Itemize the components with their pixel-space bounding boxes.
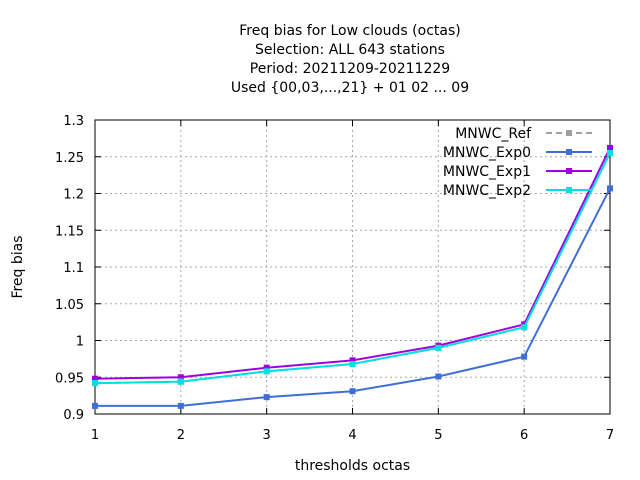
data-point (263, 364, 270, 371)
x-tick-label: 6 (520, 428, 528, 443)
title-line-4: Used {00,03,...,21} + 01 02 ... 09 (231, 80, 469, 96)
data-point (263, 368, 270, 375)
legend-label: MNWC_Exp1 (443, 164, 531, 180)
legend-marker (566, 187, 572, 193)
data-point (435, 373, 442, 380)
data-point (263, 394, 270, 401)
y-tick-label: 1.05 (55, 298, 84, 313)
chart-title: Freq bias for Low clouds (octas) Selectio… (231, 23, 469, 96)
data-point (92, 402, 98, 409)
data-point (92, 375, 98, 382)
y-tick-label: 1.3 (63, 114, 84, 129)
legend-marker (566, 168, 572, 174)
data-point (177, 402, 184, 409)
data-point (177, 378, 184, 385)
x-tick-label: 4 (348, 428, 356, 443)
data-point (177, 374, 184, 381)
x-tick-label: 1 (91, 428, 99, 443)
y-tick-label: 1.1 (63, 261, 84, 276)
legend-label: MNWC_Exp0 (443, 145, 531, 161)
legend-label: MNWC_Ref (455, 126, 532, 142)
y-tick-label: 1.2 (63, 188, 84, 203)
data-point (435, 344, 442, 351)
data-point (521, 324, 528, 331)
y-tick-label: 1 (76, 335, 84, 350)
series-lines (92, 144, 613, 409)
title-line-1: Freq bias for Low clouds (octas) (239, 23, 460, 39)
x-tick-label: 5 (434, 428, 442, 443)
x-tick-label: 3 (263, 428, 271, 443)
legend-marker (566, 149, 572, 155)
series-line-mnwc-exp2 (94, 152, 611, 385)
data-point (607, 144, 613, 151)
data-point (92, 380, 98, 387)
axis-ticks: 0.9 0.95 1 1.05 1.1 1.15 1.2 1.25 1.3 1 2 3 4 5 6 7 (55, 114, 614, 443)
data-point (607, 185, 613, 192)
y-tick-label: 1.25 (55, 151, 84, 166)
y-axis-label: Freq bias (10, 235, 26, 298)
legend: MNWC_Ref MNWC_Exp0 MNWC_Exp1 MNWC_Exp2 (443, 126, 592, 199)
legend-marker (566, 130, 572, 136)
y-tick-label: 0.9 (63, 408, 84, 423)
data-point (349, 357, 356, 364)
series-line-mnwc-ref (94, 152, 611, 385)
data-point (349, 388, 356, 395)
x-tick-label: 2 (177, 428, 185, 443)
data-point (521, 353, 528, 360)
title-line-3: Period: 20211209-20211229 (250, 61, 450, 77)
y-tick-label: 0.95 (55, 371, 84, 386)
series-line-mnwc-exp1 (94, 147, 611, 380)
legend-label: MNWC_Exp2 (443, 183, 531, 199)
x-axis-label: thresholds octas (295, 458, 410, 474)
data-point (607, 150, 613, 157)
data-point (349, 361, 356, 368)
title-line-2: Selection: ALL 643 stations (255, 42, 445, 58)
grid-lines (95, 120, 610, 414)
x-tick-label: 7 (606, 428, 614, 443)
y-tick-label: 1.15 (55, 224, 84, 239)
